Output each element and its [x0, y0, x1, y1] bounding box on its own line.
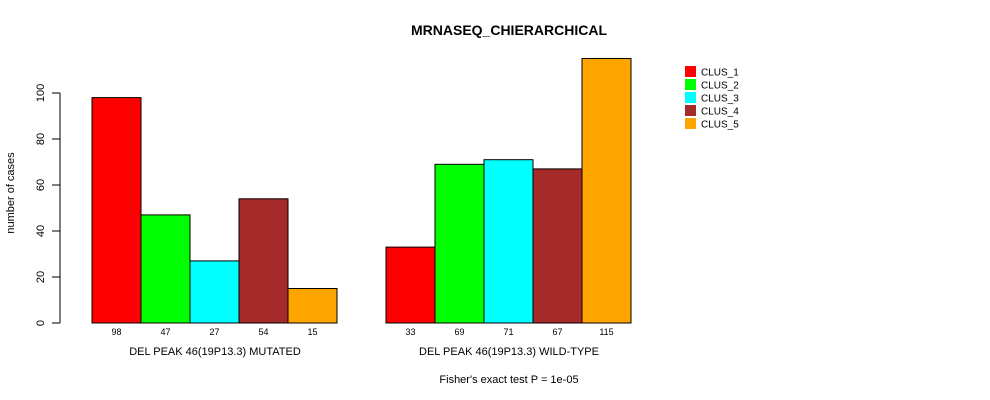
- bars: 98 47 27 54 15 33 69 71 67 115: [91, 58, 632, 337]
- y-tick-label: 80: [35, 133, 47, 145]
- legend-swatch: [685, 66, 696, 77]
- legend-label: CLUS_5: [701, 120, 739, 131]
- legend: CLUS_1 CLUS_2 CLUS_3 CLUS_4 CLUS_5: [685, 66, 739, 131]
- bar-clus-4: [532, 168, 583, 324]
- bar-clus-2: [140, 214, 191, 324]
- legend-label: CLUS_1: [701, 68, 739, 79]
- bar-clus-3: [189, 260, 240, 324]
- group-labels: DEL PEAK 46(19P13.3) MUTATED DEL PEAK 46…: [129, 346, 599, 358]
- legend-label: CLUS_2: [701, 81, 739, 92]
- bar-count-label: 67: [552, 327, 562, 337]
- bar-clus-1: [91, 97, 142, 324]
- legend-swatch: [685, 118, 696, 129]
- bar-count-label: 33: [405, 327, 415, 337]
- y-tick-label: 100: [35, 84, 47, 102]
- bar-count-label: 98: [111, 327, 121, 337]
- legend-swatch: [685, 79, 696, 90]
- bar-count-label: 15: [307, 327, 317, 337]
- y-axis-label: number of cases: [5, 152, 17, 234]
- legend-swatch: [685, 105, 696, 116]
- bar-count-label: 47: [160, 327, 170, 337]
- footnote: Fisher's exact test P = 1e-05: [439, 374, 578, 386]
- legend-label: CLUS_4: [701, 107, 739, 118]
- bar-clus-3: [483, 159, 534, 324]
- bar-clus-4: [238, 198, 289, 324]
- bar-clus-5: [287, 288, 338, 324]
- y-tick-label: 40: [35, 225, 47, 237]
- y-tick-label: 20: [35, 271, 47, 283]
- legend-swatch: [685, 92, 696, 103]
- bar-count-label: 54: [258, 327, 268, 337]
- y-tick-label: 60: [35, 179, 47, 191]
- bar-count-label: 27: [209, 327, 219, 337]
- bar-clus-2: [434, 163, 485, 324]
- bar-clus-1: [385, 246, 436, 324]
- bar-count-label: 115: [599, 327, 613, 337]
- chart-title: MRNASEQ_CHIERARCHICAL: [411, 22, 607, 38]
- group-label-mutated: DEL PEAK 46(19P13.3) MUTATED: [129, 346, 301, 358]
- group-label-wild-type: DEL PEAK 46(19P13.3) WILD-TYPE: [419, 346, 599, 358]
- bar-clus-5: [581, 58, 632, 324]
- bar-count-label: 71: [503, 327, 513, 337]
- legend-label: CLUS_3: [701, 94, 739, 105]
- bar-count-label: 69: [454, 327, 464, 337]
- y-axis: 0 20 40 60 80 100: [35, 84, 61, 326]
- y-tick-label: 0: [35, 320, 47, 326]
